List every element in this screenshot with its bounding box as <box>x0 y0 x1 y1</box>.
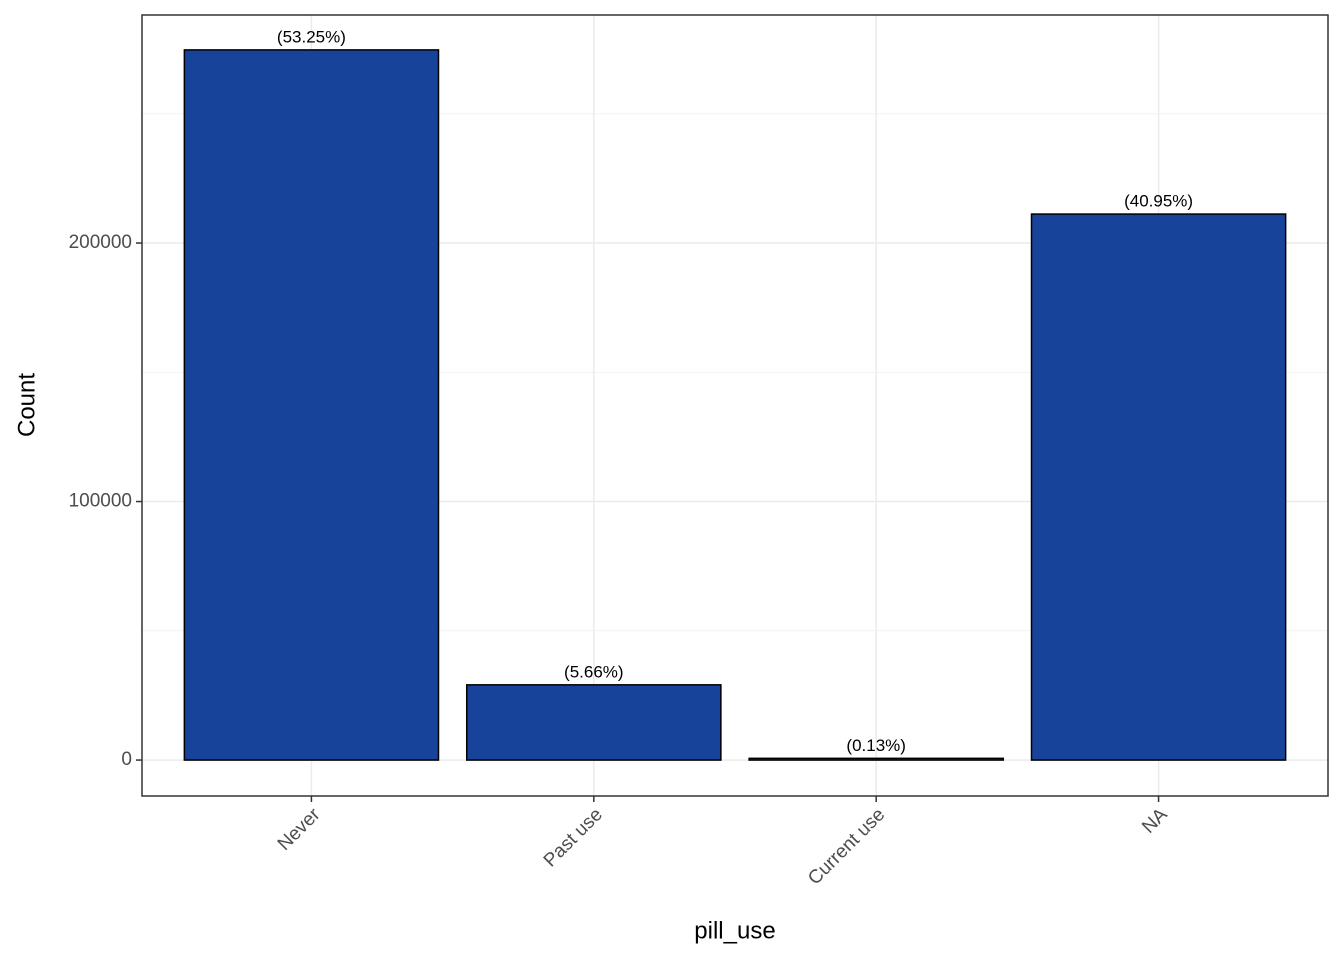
panel-border <box>141 14 1329 797</box>
x-axis-title: pill_use <box>694 917 775 944</box>
y-axis-title: Count <box>13 373 40 437</box>
y-tick-label: 200000 <box>69 232 132 253</box>
bar-label: (0.13%) <box>846 736 906 755</box>
y-tick-label: 100000 <box>69 491 132 512</box>
y-tick-label: 0 <box>121 749 132 770</box>
bar-label: (5.66%) <box>564 662 624 681</box>
bar-label: (40.95%) <box>1124 192 1193 211</box>
bar <box>183 49 440 761</box>
bar <box>465 684 722 761</box>
bar-label: (53.25%) <box>277 27 346 46</box>
bar <box>748 757 1005 761</box>
bar <box>1030 213 1287 761</box>
